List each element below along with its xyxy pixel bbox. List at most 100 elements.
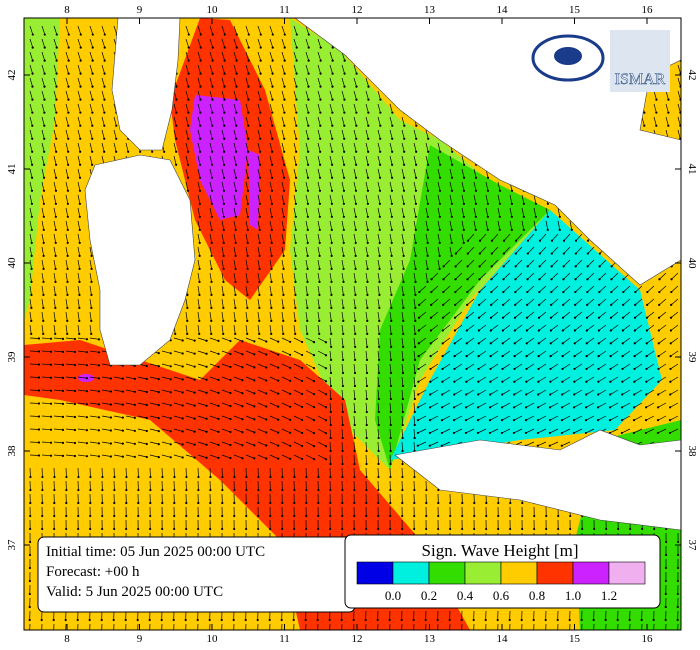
wave-arrow-head [260,33,262,35]
wave-arrow-head [634,304,636,306]
wave-arrow-head [248,46,250,48]
wave-arrow-head [253,353,255,355]
wave-arrow-head [320,60,322,62]
wave-arrow-head [645,381,647,383]
wave-arrow-head [55,99,57,101]
wave-arrow-head [67,177,69,179]
wave-arrow-head [559,229,561,231]
wave-arrow-head [342,359,344,361]
wave-arrow-head [573,368,575,370]
wave-arrow-head [441,381,443,383]
wave-arrow-head [91,151,93,153]
wave-arrow-head [547,229,549,231]
wave-arrow-head [342,385,344,387]
wave-arrow-head [331,151,333,153]
wave-arrow-head [439,229,441,231]
wave-arrow-head [413,515,415,517]
wave-arrow-head [549,381,551,383]
wave-arrow-head [453,393,455,395]
wave-arrow-head [439,151,441,153]
wave-arrow-head [149,515,151,517]
wave-arrow-head [103,99,105,101]
wave-arrow-head [55,190,57,192]
wave-arrow-head [442,304,444,306]
wave-arrow-head [354,411,356,413]
wave-arrow-head [222,268,224,270]
wave-arrow-head [354,281,356,283]
wave-arrow-head [490,278,492,280]
wave-arrow-head [549,419,551,421]
wave-arrow-head [415,190,417,192]
wave-arrow-head [271,164,273,166]
wave-arrow-head [113,528,115,530]
wave-arrow-head [574,342,576,344]
wave-arrow-head [211,138,213,140]
wave-arrow-head [354,424,356,426]
wave-arrow-head [301,445,303,447]
wave-arrow-head [414,320,416,322]
wave-arrow-head [598,329,600,331]
wave-arrow-head [574,278,576,280]
wave-arrow-head [317,476,319,478]
wave-arrow-head [199,242,201,244]
wave-arrow-head [573,393,575,395]
wave-arrow-head [98,364,100,366]
wave-arrow-head [187,164,189,166]
wave-arrow-head [353,463,355,465]
wave-arrow-head [417,432,419,434]
wave-arrow-head [103,73,105,75]
wave-arrow-head [355,229,357,231]
wave-arrow-head [307,99,309,101]
wave-arrow-head [187,177,189,179]
wave-arrow-head [330,294,332,296]
wave-arrow-head [283,138,285,140]
wave-arrow-head [295,125,297,127]
wave-arrow-head [634,317,636,319]
wave-arrow-head [79,99,81,101]
wave-arrow-head [31,99,33,101]
wave-arrow-head [308,60,310,62]
wave-arrow-head [475,177,477,179]
wave-arrow-head [67,164,69,166]
wave-arrow-head [217,444,219,446]
wave-arrow-head [210,281,212,283]
wave-arrow-head [497,515,499,517]
wave-arrow-head [224,46,226,48]
wave-arrow-head [417,393,419,395]
wave-arrow-head [305,515,307,517]
wave-arrow-head [158,391,160,393]
wave-arrow-head [366,411,368,413]
wave-arrow-head [367,190,369,192]
wave-arrow-head [301,458,303,460]
wave-arrow-head [539,265,541,267]
wave-arrow-head [525,432,527,434]
wave-arrow-head [293,515,295,517]
wave-arrow-head [295,138,297,140]
wave-arrow-head [414,424,416,426]
wave-arrow-head [478,342,480,344]
wave-arrow-head [55,255,57,257]
wave-arrow-head [78,281,80,283]
wave-arrow-head [113,476,115,478]
wave-arrow-head [170,456,172,458]
wave-arrow-head [378,281,380,283]
wave-arrow-head [610,342,612,344]
wave-arrow-head [55,138,57,140]
wave-arrow-head [330,333,332,335]
wave-arrow-head [402,307,404,309]
wave-arrow-head [62,429,64,431]
wave-arrow-head [442,329,444,331]
wave-arrow-head [258,281,260,283]
wave-arrow-head [537,381,539,383]
wave-arrow-head [67,86,69,88]
wave-arrow-head [62,416,64,418]
wave-arrow-head [68,46,70,48]
wave-arrow-head [329,489,331,491]
wave-arrow-head [365,476,367,478]
wave-arrow-head [205,444,207,446]
wave-arrow-head [463,177,465,179]
wave-arrow-head [289,380,291,382]
wave-arrow-head [247,151,249,153]
wave-arrow-head [569,528,571,530]
wave-arrow-head [44,60,46,62]
